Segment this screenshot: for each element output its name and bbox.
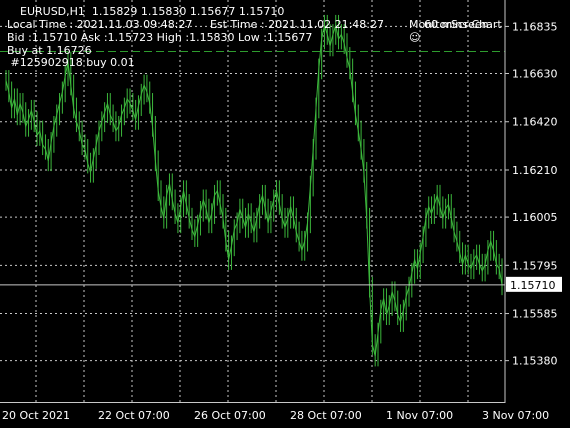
y-tick-label: 1.16005 (512, 211, 558, 224)
time-axis-labels: 20 Oct 2021 22 Oct 07:00 26 Oct 07:00 28 Oc… (2, 409, 549, 422)
price-line (5, 25, 503, 357)
x-tick-label: 22 Oct 07:00 (98, 409, 170, 422)
timeframe-label: 60 mins Chart (424, 18, 502, 31)
bid-ask-line: Bid :1.15710 Ask :1.15723 High :1.15830 … (7, 31, 313, 44)
monitor-screen-label: MonitorScreen ☺ (402, 5, 489, 44)
current-price-tag-text: 1.15710 (510, 279, 556, 292)
y-tick-label: 1.16630 (512, 68, 558, 81)
y-tick-label: 1.16210 (512, 164, 558, 177)
y-tick-label: 1.16420 (512, 116, 558, 129)
y-tick-label: 1.15380 (512, 355, 558, 368)
time-line: Local Time : 2021.11.03 09:48:27 Est Tim… (7, 18, 384, 31)
y-tick-label: 1.15795 (512, 259, 558, 272)
x-tick-label: 20 Oct 2021 (2, 409, 70, 422)
current-price-tag (506, 276, 562, 292)
y-tick-label: 1.15585 (512, 308, 558, 321)
x-tick-label: 3 Nov 07:00 (482, 409, 549, 422)
x-tick-label: 1 Nov 07:00 (386, 409, 453, 422)
buy-info-line: Buy at 1.16726 (7, 44, 92, 57)
x-tick-label: 28 Oct 07:00 (290, 409, 362, 422)
price-axis-labels: 1.16835 1.16630 1.16420 1.16210 1.16005 1.157… (505, 20, 558, 368)
monitor-screen-text: MonitorScreen (409, 18, 489, 31)
y-tick-label: 1.16835 (512, 20, 558, 33)
symbol-line: EURUSD,H1 1.15829 1.15830 1.15677 1.1571… (20, 5, 285, 18)
price-series (5, 14, 503, 367)
order-info-line: #125902918 buy 0.01 (7, 56, 135, 69)
x-tick-label: 26 Oct 07:00 (194, 409, 266, 422)
smiley-icon: ☺ (409, 31, 421, 44)
